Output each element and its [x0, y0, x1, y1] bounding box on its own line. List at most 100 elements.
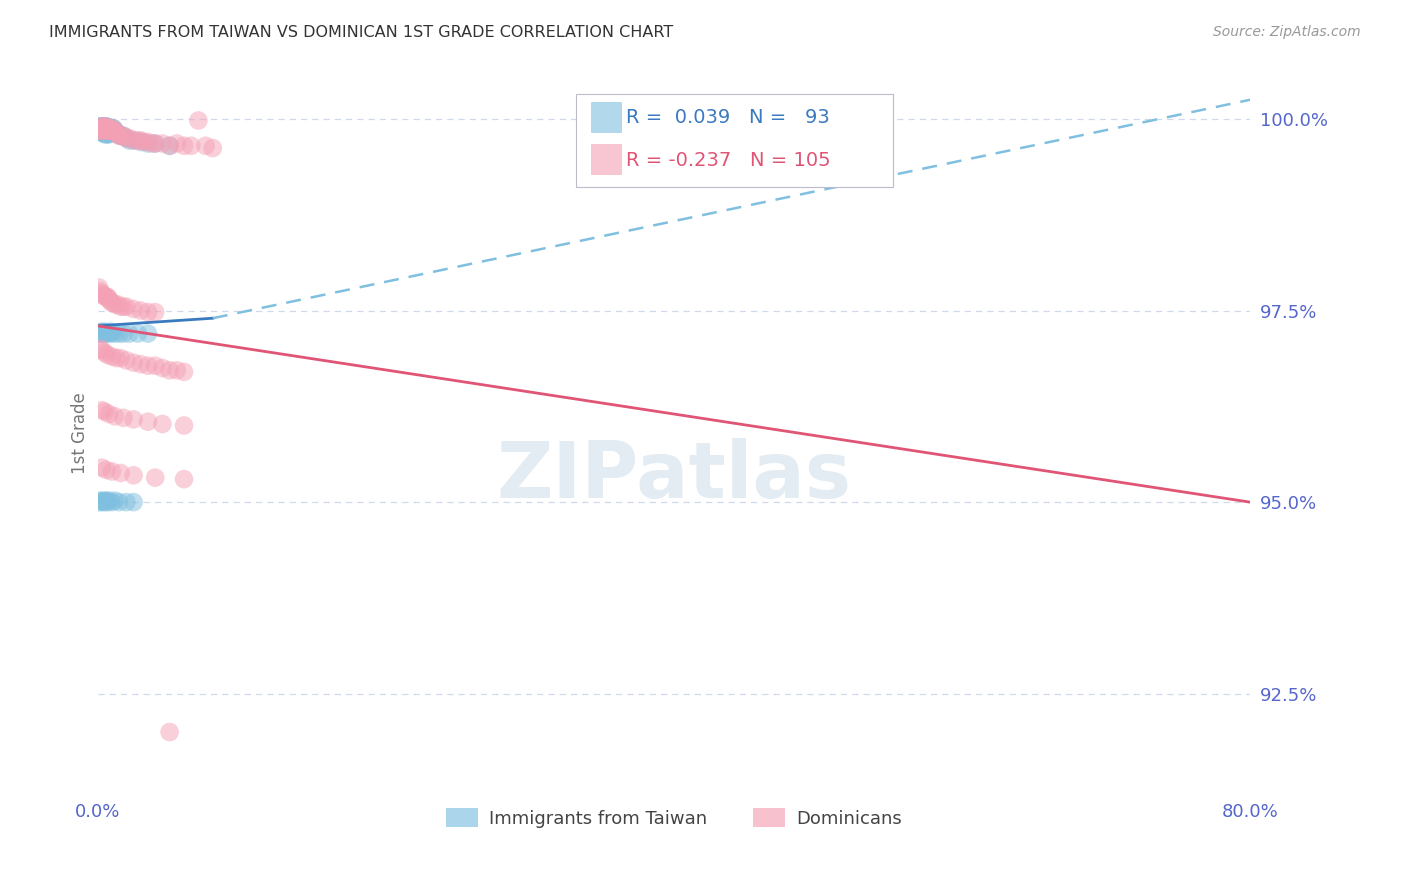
Point [90, 121, 112, 136]
Point [97, 126, 120, 140]
Point [90, 120, 112, 134]
Y-axis label: 1st Grade: 1st Grade [72, 392, 89, 474]
Point [97, 495, 120, 509]
Point [96, 463, 118, 477]
Point [141, 136, 163, 151]
Point [108, 128, 131, 143]
Point [98, 121, 121, 136]
Point [104, 409, 127, 424]
Point [98, 121, 121, 136]
Point [115, 300, 138, 314]
Point [91, 121, 114, 136]
Point [87, 123, 110, 137]
Point [103, 123, 125, 137]
Point [187, 113, 209, 128]
Point [90, 126, 112, 140]
Point [101, 123, 124, 137]
Point [105, 351, 128, 365]
Point [132, 135, 155, 149]
Point [97, 121, 120, 136]
Point [112, 300, 135, 314]
Point [100, 294, 122, 309]
Point [91, 121, 114, 136]
Point [90, 325, 112, 339]
Point [127, 326, 149, 341]
Point [122, 412, 145, 426]
Point [91, 120, 114, 134]
Point [101, 126, 124, 140]
Point [98, 128, 121, 142]
Point [96, 123, 118, 137]
Point [89, 342, 111, 356]
Point [104, 493, 127, 508]
Point [87, 326, 110, 341]
Point [107, 128, 129, 142]
Point [96, 121, 118, 136]
Point [94, 345, 117, 359]
Point [136, 326, 159, 341]
Text: R = -0.237   N = 105: R = -0.237 N = 105 [626, 151, 831, 169]
Point [136, 415, 159, 429]
Point [136, 135, 159, 149]
Point [101, 465, 124, 479]
Point [96, 121, 118, 136]
Point [115, 495, 138, 509]
Point [107, 128, 129, 142]
Point [91, 326, 114, 341]
Point [105, 126, 128, 140]
Point [100, 123, 122, 137]
Point [143, 470, 166, 484]
Point [166, 363, 188, 377]
Point [194, 138, 217, 153]
Point [96, 325, 118, 339]
Point [152, 417, 174, 431]
Point [90, 343, 112, 358]
Point [110, 300, 132, 314]
Point [101, 325, 124, 339]
Point [96, 493, 118, 508]
Point [101, 350, 124, 364]
Point [97, 121, 120, 136]
Point [91, 325, 114, 339]
Point [159, 138, 181, 153]
Point [112, 128, 135, 143]
Point [110, 351, 132, 365]
Point [127, 133, 149, 147]
Point [94, 121, 117, 136]
Point [91, 120, 114, 134]
Point [90, 120, 112, 134]
Point [90, 121, 112, 136]
Point [91, 126, 114, 140]
Point [90, 123, 112, 137]
Point [122, 468, 145, 483]
Point [152, 361, 174, 376]
Point [87, 121, 110, 136]
Point [89, 493, 111, 508]
Point [94, 123, 117, 137]
Point [94, 326, 117, 341]
Point [108, 128, 131, 142]
Point [115, 353, 138, 368]
Point [90, 123, 112, 137]
Point [173, 138, 195, 153]
Point [115, 131, 138, 145]
Point [122, 356, 145, 370]
Point [101, 123, 124, 137]
Point [104, 123, 127, 137]
Point [97, 290, 120, 304]
Point [110, 128, 132, 143]
Point [100, 121, 122, 136]
Point [98, 292, 121, 306]
Point [173, 472, 195, 486]
Point [89, 121, 111, 136]
Point [94, 123, 117, 137]
Text: Source: ZipAtlas.com: Source: ZipAtlas.com [1213, 25, 1361, 39]
Point [129, 133, 152, 147]
Point [100, 123, 122, 137]
Point [97, 128, 120, 142]
Point [101, 495, 124, 509]
Point [97, 123, 120, 137]
Point [90, 286, 112, 301]
Point [98, 126, 121, 140]
Point [101, 121, 124, 136]
